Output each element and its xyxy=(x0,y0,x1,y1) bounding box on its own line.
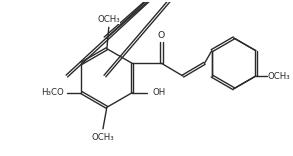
Text: OCH₃: OCH₃ xyxy=(92,133,114,142)
Text: OH: OH xyxy=(153,88,166,97)
Text: OCH₃: OCH₃ xyxy=(98,15,120,24)
Text: OCH₃: OCH₃ xyxy=(268,72,291,80)
Text: O: O xyxy=(158,31,165,39)
Text: H₃CO: H₃CO xyxy=(41,88,64,97)
